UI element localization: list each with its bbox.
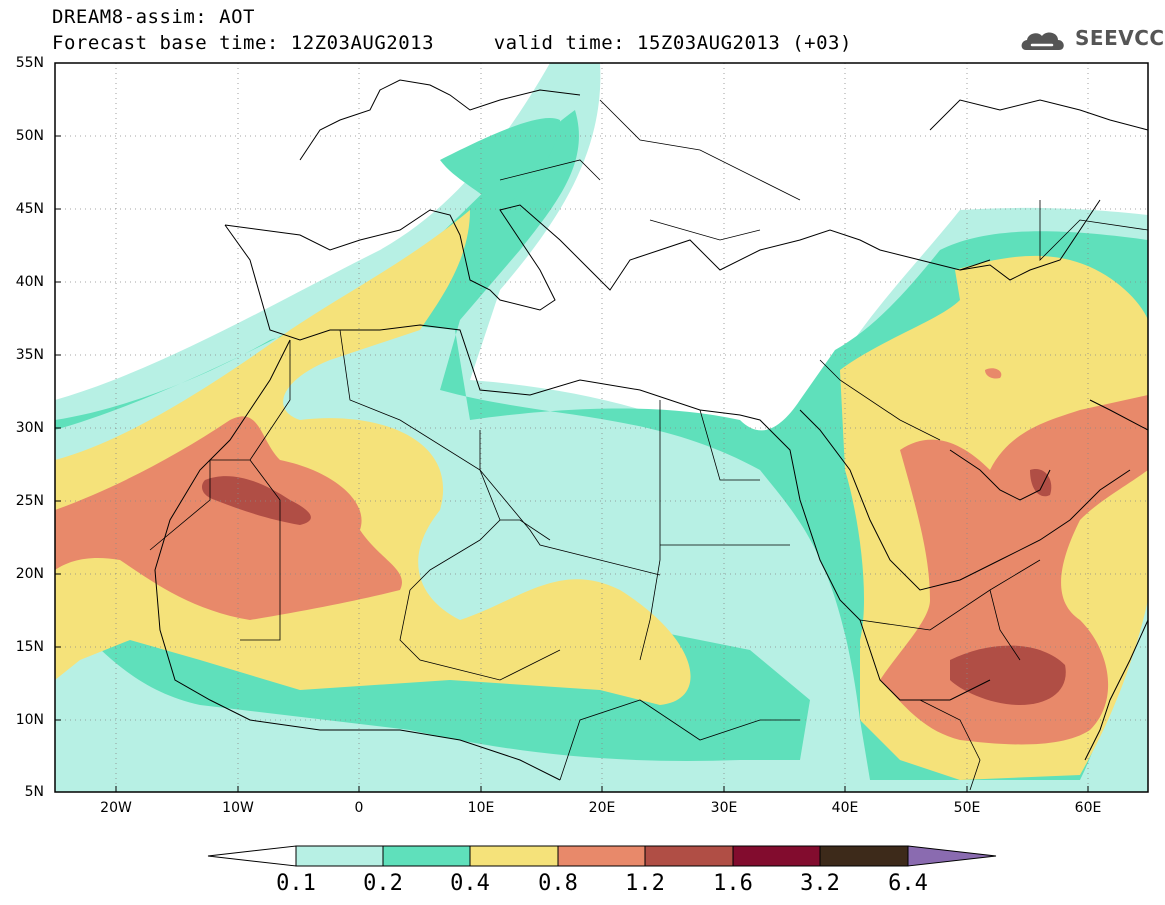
colorbar-swatch bbox=[557, 845, 646, 867]
colorbar-swatch bbox=[469, 845, 559, 867]
lat-label: 35N bbox=[15, 347, 44, 363]
colorbar-swatch bbox=[644, 845, 734, 867]
lon-label: 10W bbox=[222, 800, 254, 816]
lat-label: 55N bbox=[15, 55, 44, 71]
colorbar-label: 6.4 bbox=[888, 871, 928, 896]
lon-label: 50E bbox=[953, 800, 981, 816]
lon-label: 30E bbox=[710, 800, 738, 816]
colorbar-swatch bbox=[295, 845, 384, 867]
colorbar-label: 3.2 bbox=[800, 871, 840, 896]
colorbar-over-arrow bbox=[907, 845, 997, 867]
lon-label: 10E bbox=[467, 800, 495, 816]
colorbar-label: 0.4 bbox=[450, 871, 490, 896]
lat-label: 50N bbox=[15, 128, 44, 144]
colorbar-swatch bbox=[732, 845, 821, 867]
aot-band-1.2 bbox=[202, 469, 1066, 705]
lon-label: 20W bbox=[100, 800, 132, 816]
lon-label: 20E bbox=[588, 800, 616, 816]
logo-text: SEEVCCC bbox=[1075, 26, 1165, 50]
map-subtitle: Forecast base time: 12Z03AUG2013 valid t… bbox=[52, 32, 852, 54]
map-gridlines bbox=[55, 63, 1148, 792]
cloud-icon bbox=[1021, 32, 1064, 50]
lon-label: 60E bbox=[1074, 800, 1102, 816]
aot-band-0.8 bbox=[55, 368, 1148, 745]
lat-label: 40N bbox=[15, 274, 44, 290]
borders bbox=[149, 99, 1148, 791]
colorbar-label: 1.6 bbox=[713, 871, 753, 896]
lat-label: 5N bbox=[24, 784, 44, 800]
coastlines bbox=[154, 79, 1148, 781]
lat-label: 20N bbox=[15, 566, 44, 582]
colorbar-swatch bbox=[382, 845, 471, 867]
colorbar-swatch bbox=[819, 845, 909, 867]
colorbar-under-arrow bbox=[207, 845, 297, 867]
lat-label: 45N bbox=[15, 201, 44, 217]
lat-label: 15N bbox=[15, 639, 44, 655]
map-title: DREAM8-assim: AOT bbox=[52, 6, 255, 28]
lat-label: 25N bbox=[15, 493, 44, 509]
colorbar-label: 0.8 bbox=[538, 871, 578, 896]
lat-label: 30N bbox=[15, 420, 44, 436]
lon-label: 0 bbox=[354, 800, 364, 816]
colorbar-label: 0.2 bbox=[363, 871, 403, 896]
lat-label: 10N bbox=[15, 712, 44, 728]
lon-label: 40E bbox=[831, 800, 859, 816]
colorbar-label: 1.2 bbox=[625, 871, 665, 896]
colorbar-label: 0.1 bbox=[276, 871, 316, 896]
